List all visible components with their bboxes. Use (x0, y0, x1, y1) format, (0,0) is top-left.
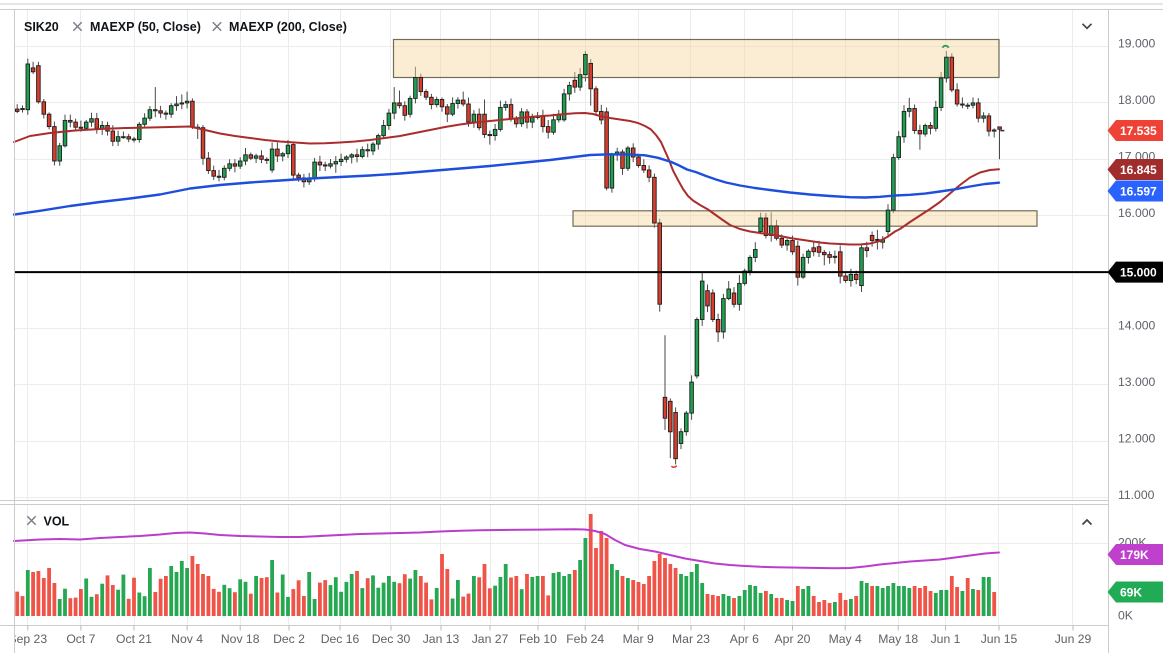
svg-text:Oct 7: Oct 7 (66, 632, 95, 646)
svg-text:MAEXP (50, Close): MAEXP (50, Close) (90, 20, 201, 34)
svg-text:Mar 9: Mar 9 (623, 632, 654, 646)
svg-text:Jun 15: Jun 15 (981, 632, 1018, 646)
svg-text:Apr 6: Apr 6 (730, 632, 759, 646)
svg-text:MAEXP (200, Close): MAEXP (200, Close) (229, 20, 347, 34)
svg-text:11.000: 11.000 (1118, 488, 1155, 502)
svg-text:Jan 13: Jan 13 (423, 632, 460, 646)
svg-text:15.000: 15.000 (1120, 266, 1157, 280)
svg-text:0K: 0K (1118, 609, 1133, 623)
svg-text:18.000: 18.000 (1118, 93, 1155, 107)
svg-text:16.597: 16.597 (1120, 185, 1157, 199)
svg-text:Oct 21: Oct 21 (116, 632, 152, 646)
svg-text:13.000: 13.000 (1118, 375, 1155, 389)
svg-text:Mar 23: Mar 23 (672, 632, 710, 646)
svg-text:Nov 4: Nov 4 (171, 632, 203, 646)
svg-text:Nov 18: Nov 18 (221, 632, 260, 646)
svg-text:Dec 30: Dec 30 (372, 632, 411, 646)
svg-text:Sep 23: Sep 23 (8, 632, 47, 646)
svg-text:May 18: May 18 (878, 632, 918, 646)
svg-text:16.845: 16.845 (1120, 163, 1157, 177)
svg-text:SIK20: SIK20 (24, 20, 59, 34)
svg-text:14.000: 14.000 (1118, 319, 1155, 333)
svg-text:19.000: 19.000 (1118, 37, 1155, 51)
svg-text:Jun 29: Jun 29 (1055, 632, 1092, 646)
svg-text:Dec 2: Dec 2 (273, 632, 305, 646)
svg-text:VOL: VOL (44, 515, 70, 529)
svg-text:179K: 179K (1120, 548, 1149, 562)
svg-text:Apr 20: Apr 20 (775, 632, 811, 646)
svg-text:17.535: 17.535 (1120, 124, 1157, 138)
svg-text:Feb 10: Feb 10 (519, 632, 557, 646)
svg-text:12.000: 12.000 (1118, 432, 1155, 446)
svg-text:Jan 27: Jan 27 (472, 632, 509, 646)
svg-text:69K: 69K (1120, 586, 1142, 600)
svg-text:Dec 16: Dec 16 (321, 632, 360, 646)
svg-text:16.000: 16.000 (1118, 206, 1155, 220)
svg-text:May 4: May 4 (829, 632, 862, 646)
svg-text:Jun 1: Jun 1 (931, 632, 961, 646)
svg-text:Feb 24: Feb 24 (566, 632, 604, 646)
